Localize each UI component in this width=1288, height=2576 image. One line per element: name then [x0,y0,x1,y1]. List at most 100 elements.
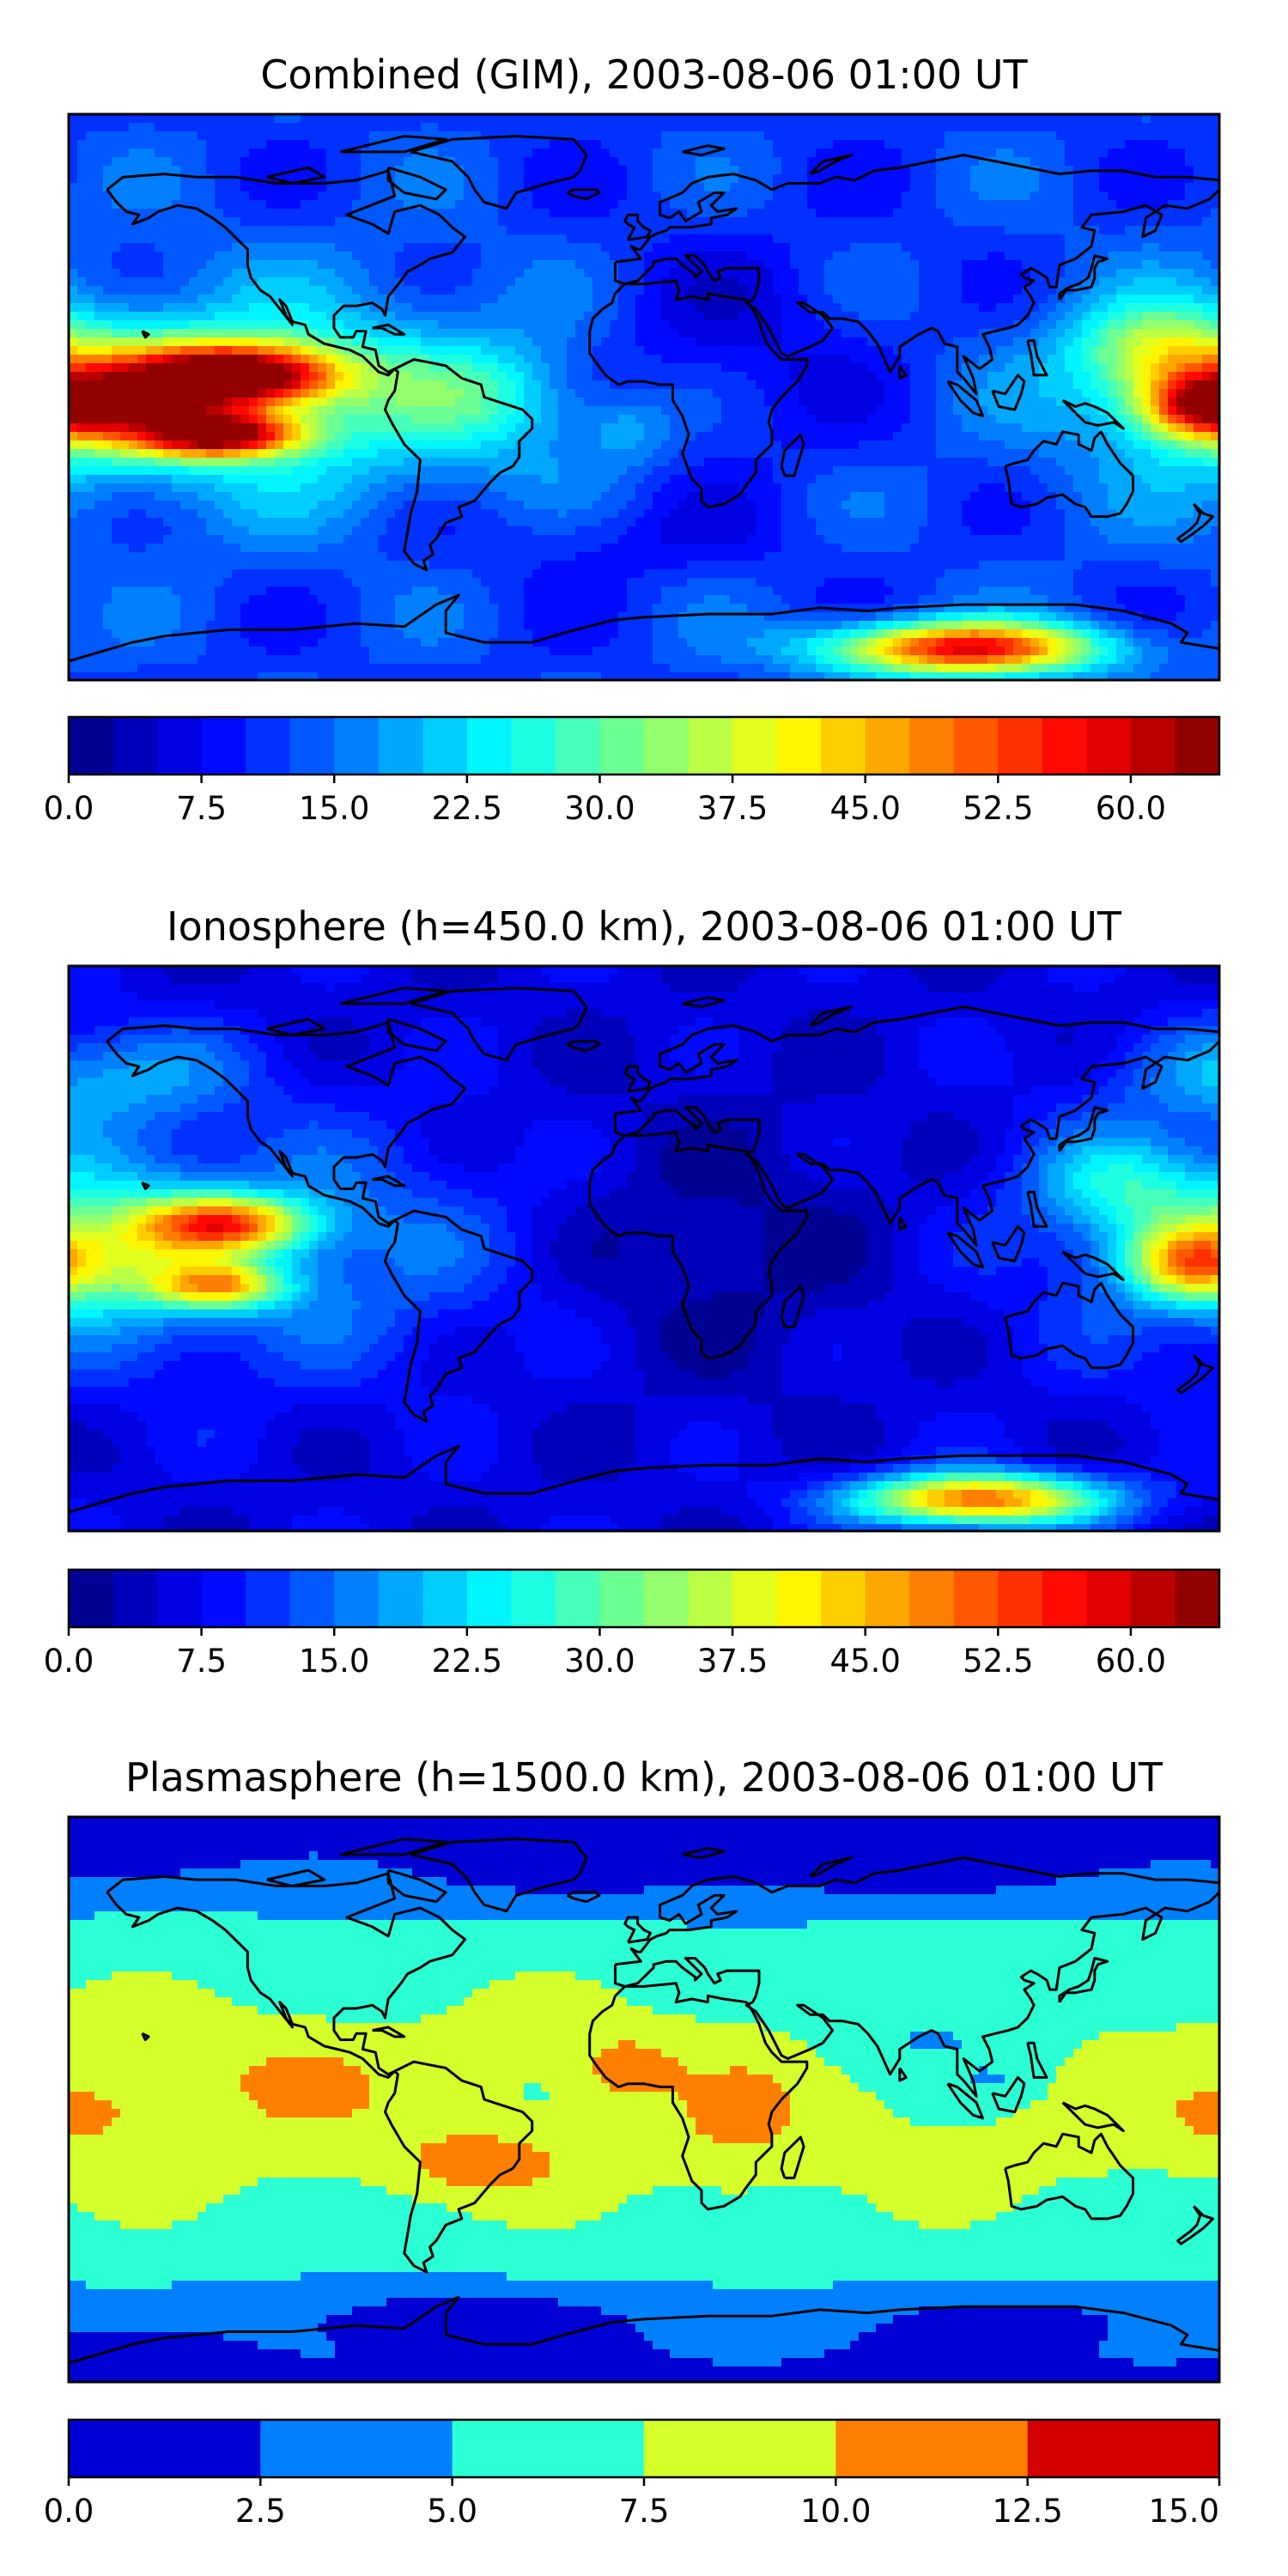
heat-cell [318,140,327,149]
heat-cell [1202,191,1212,201]
heat-cell [696,217,705,227]
heat-cell [180,243,190,252]
heat-cell [447,346,456,355]
heat-cell [206,303,216,313]
heat-cell [1056,243,1066,252]
heat-cell [94,191,104,201]
heat-cell [429,286,439,295]
heat-cell [1168,286,1177,295]
heat-cell [249,166,258,175]
heat-cell [799,380,808,390]
heat-cell [1194,140,1203,149]
heat-cell [1065,312,1074,321]
heat-cell [678,191,688,201]
heat-cell [558,346,568,355]
heat-cell [472,303,482,313]
heat-cell [318,363,327,373]
heat-cell [644,303,653,313]
heat-cell [1211,295,1219,304]
heat-cell [730,123,739,132]
heat-cell [447,114,456,124]
heat-cell [155,217,164,227]
heat-cell [77,320,87,330]
heat-cell [275,252,284,261]
heat-cell [893,200,902,210]
heat-cell [1005,277,1014,287]
heat-cell [927,140,937,149]
heat-cell [764,166,774,175]
heat-cell [592,277,602,287]
heat-cell [464,183,473,192]
heat-cell [1202,277,1212,287]
heat-cell [618,380,628,390]
heat-cell [412,380,422,390]
heat-cell [189,312,198,321]
heat-cell [326,243,336,252]
heat-cell [189,217,198,227]
heat-cell [601,252,611,261]
heat-cell [550,157,559,167]
heat-cell [653,337,662,347]
heat-cell [1056,226,1066,235]
heat-cell [180,346,190,355]
heat-cell [180,140,190,149]
heat-cell [223,157,233,167]
heat-cell [893,277,902,287]
heat-cell [1108,174,1117,184]
heat-cell [189,123,198,132]
heat-cell [120,363,130,373]
heat-cell [343,183,353,192]
heat-cell [412,243,422,252]
heat-cell [421,123,430,132]
heat-cell [1022,337,1031,347]
heat-cell [996,183,1005,192]
heat-cell [421,346,430,355]
heat-cell [69,372,78,381]
heat-cell [558,114,568,124]
heat-cell [721,209,731,218]
heat-cell [532,114,542,124]
heat-cell [979,346,988,355]
heat-cell [919,149,928,158]
heat-cell [94,415,104,424]
heat-cell [481,200,490,210]
heat-cell [275,149,284,158]
heat-cell [120,252,130,261]
heat-cell [1030,277,1040,287]
heat-cell [799,174,808,184]
heat-cell [687,277,696,287]
heat-cell [206,346,216,355]
heat-cell [790,260,799,270]
heat-cell [996,277,1005,287]
heat-cell [532,234,542,244]
heat-cell [232,355,241,364]
heat-cell [421,252,430,261]
heat-cell [970,243,980,252]
heat-cell [283,320,293,330]
heat-cell [94,320,104,330]
heat-cell [550,363,559,373]
heat-cell [481,303,490,313]
heat-cell [172,398,181,407]
heat-cell [1056,234,1066,244]
heat-cell [326,415,336,424]
heat-cell [146,269,155,278]
heat-cell [137,174,147,184]
heat-cell [326,398,336,407]
heat-cell [730,200,739,210]
heat-cell [532,398,542,407]
heat-cell [515,423,525,433]
heat-cell [610,312,619,321]
heat-cell [644,123,653,132]
heat-cell [970,123,980,132]
heat-cell [361,277,370,287]
heat-cell [541,209,550,218]
heat-cell [1176,234,1186,244]
heat-cell [730,243,739,252]
heat-cell [1202,372,1212,381]
heat-cell [584,295,593,304]
heat-cell [369,243,379,252]
heat-cell [1099,389,1109,398]
heat-cell [859,166,868,175]
heat-cell [1211,234,1219,244]
